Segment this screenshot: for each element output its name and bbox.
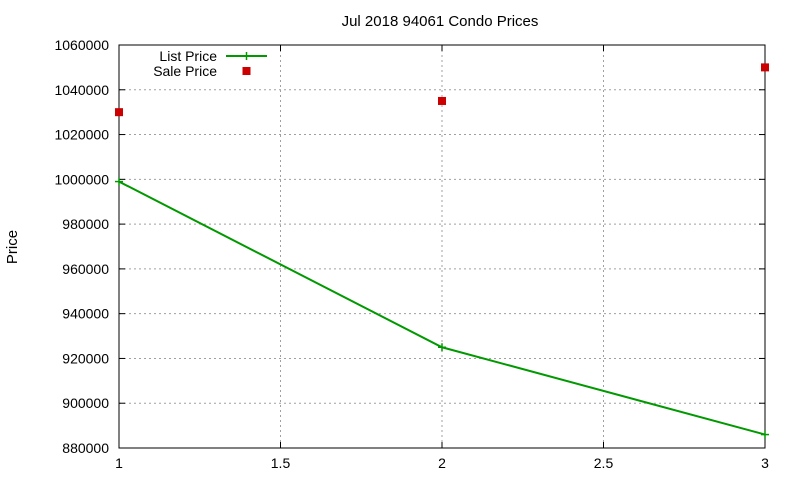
series-list-price (115, 177, 769, 439)
y-tick-label: 1060000 (54, 37, 109, 53)
legend-label: List Price (159, 48, 217, 64)
y-tick-label: 940000 (62, 306, 109, 322)
x-tick-label: 1.5 (271, 455, 291, 471)
x-tick-label: 3 (761, 455, 769, 471)
sale-price-point (115, 108, 123, 117)
y-axis: 880000 900000 920000 940000 960000 980000 1000… (54, 37, 765, 456)
y-tick-label: 1000000 (54, 171, 109, 187)
y-tick-label: 1040000 (54, 82, 109, 98)
x-axis: 1 1.5 2 2.5 3 (115, 45, 769, 471)
x-tick-label: 2 (438, 455, 446, 471)
series-sale-price (115, 63, 769, 117)
legend-label: Sale Price (153, 63, 217, 79)
legend-entry: List Price (159, 48, 267, 64)
y-tick-label: 960000 (62, 261, 109, 277)
y-tick-label: 980000 (62, 216, 109, 232)
y-tick-label: 920000 (62, 350, 109, 366)
x-tick-label: 1 (115, 455, 123, 471)
grid (119, 45, 765, 448)
y-axis-label: Price (4, 230, 21, 264)
y-tick-label: 900000 (62, 395, 109, 411)
list-price-point (115, 177, 123, 186)
legend-entry: Sale Price (153, 63, 251, 79)
sale-price-point (761, 63, 769, 72)
legend-plus-marker (242, 52, 251, 60)
y-tick-label: 880000 (62, 440, 109, 456)
list-price-point (761, 430, 769, 439)
chart-title: Jul 2018 94061 Condo Prices (342, 13, 539, 30)
list-price-point (438, 343, 446, 352)
series-layer (115, 63, 769, 439)
y-tick-label: 1020000 (54, 127, 109, 143)
legend-square-marker (242, 67, 251, 75)
sale-price-point (438, 96, 446, 105)
x-tick-label: 2.5 (594, 455, 614, 471)
